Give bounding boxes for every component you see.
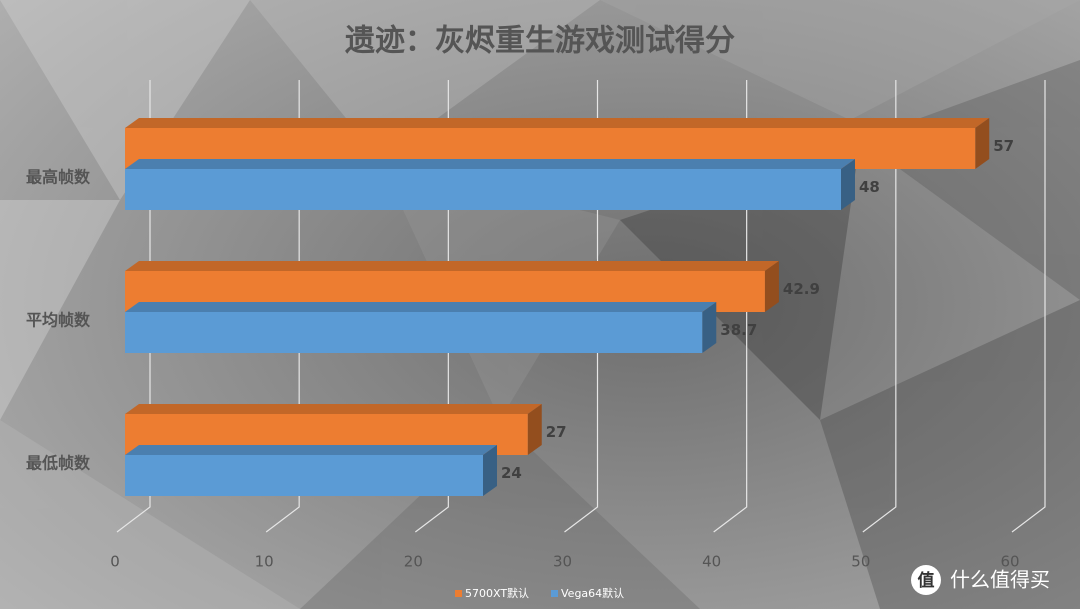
x-tick-label: 60 (1000, 553, 1019, 571)
y-tick-label: 平均帧数 (26, 311, 91, 330)
bar (125, 455, 483, 496)
x-tick-label: 50 (851, 553, 870, 571)
bar-top (125, 302, 717, 312)
data-label: 27 (546, 423, 567, 441)
bar-top (125, 445, 497, 455)
bar-top (125, 404, 542, 414)
x-tick-label: 0 (110, 553, 120, 571)
legend-label: 5700XT默认 (465, 587, 529, 600)
bar (125, 169, 841, 210)
x-tick-label: 40 (702, 553, 721, 571)
watermark-icon-bg (911, 565, 941, 595)
x-tick-label: 20 (404, 553, 423, 571)
bar-top (125, 159, 855, 169)
bar-side (764, 261, 779, 312)
grid-line (564, 80, 599, 533)
bar-top (125, 261, 779, 271)
data-label: 42.9 (783, 280, 820, 298)
bar-side (841, 159, 855, 210)
bar-top (125, 118, 990, 128)
data-label: 48 (859, 178, 880, 196)
y-tick-label: 最低帧数 (26, 454, 91, 473)
data-label: 57 (993, 137, 1014, 155)
bar-side (975, 118, 990, 169)
x-tick-label: 10 (255, 553, 274, 571)
grid-line (414, 80, 449, 533)
data-label: 24 (501, 464, 522, 482)
watermark-icon: 值 (918, 570, 935, 591)
grid-line (1011, 80, 1046, 533)
bar-side (527, 404, 542, 455)
grid-line (862, 80, 897, 533)
bar (125, 312, 703, 353)
grid-line (116, 80, 151, 533)
grid-line (713, 80, 748, 533)
legend-label: Vega64默认 (561, 587, 624, 600)
bar-side (483, 445, 497, 496)
bar-side (702, 302, 717, 353)
grid-line (265, 80, 300, 533)
legend-swatch (551, 590, 558, 597)
chart-title: 遗迹：灰烬重生游戏测试得分 (345, 24, 735, 59)
data-label: 38.7 (720, 321, 757, 339)
watermark: 什么值得买 (950, 568, 1050, 592)
y-tick-label: 最高帧数 (26, 168, 91, 187)
legend-swatch (455, 590, 462, 597)
x-tick-label: 30 (553, 553, 572, 571)
